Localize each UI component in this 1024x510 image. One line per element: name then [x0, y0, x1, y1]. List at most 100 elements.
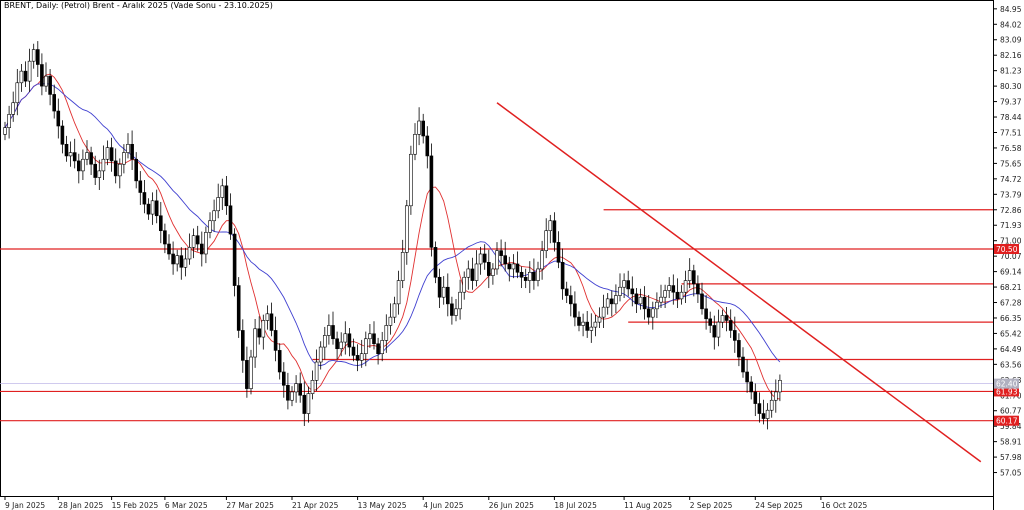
candle-body [417, 120, 421, 135]
candle-body [314, 361, 319, 381]
candle-body [741, 356, 745, 373]
candle-body [40, 64, 44, 87]
candle-body [482, 253, 487, 263]
candle-body [622, 280, 626, 288]
candle-body [220, 185, 225, 198]
candle-body [614, 295, 618, 305]
x-tick-label: 2 Sep 2025 [690, 501, 733, 510]
candle-body [339, 341, 344, 350]
y-tick-label: 71.93 [1000, 221, 1022, 230]
candle-body [478, 253, 483, 265]
candle-body [704, 308, 708, 320]
candle-body [544, 230, 549, 251]
candle-body [687, 270, 692, 281]
candle-body [273, 330, 278, 351]
candle-body [761, 413, 766, 419]
y-tick-label: 65.42 [1000, 329, 1022, 338]
candle-body [556, 242, 561, 263]
y-tick-label: 80.30 [1000, 82, 1022, 91]
candle-body [712, 325, 717, 338]
candle-body [134, 158, 138, 182]
y-tick-label: 79.37 [1000, 98, 1022, 107]
candle-body [97, 170, 102, 178]
candle-body [655, 301, 659, 310]
price-tag-label: 60.17 [996, 417, 1018, 426]
price-tag-label: 62.40 [996, 380, 1018, 389]
candle-body [450, 303, 454, 316]
candle-body [228, 205, 233, 235]
candle-body [150, 200, 155, 215]
candle-body [187, 247, 192, 260]
candle-body [437, 276, 442, 298]
candle-body [560, 261, 565, 290]
candle-body [737, 340, 741, 358]
y-tick-label: 77.51 [1000, 128, 1022, 137]
candle-body [122, 152, 126, 165]
candle-body [720, 315, 725, 323]
y-tick-label: 59.84 [1000, 422, 1022, 431]
candle-body [72, 152, 77, 162]
candle-body [23, 70, 28, 82]
candle-body [204, 232, 208, 255]
candle-body [195, 235, 200, 245]
candle-body [89, 152, 93, 165]
candle-body [396, 280, 401, 305]
candle-body [597, 316, 602, 323]
candle-body [236, 285, 241, 331]
candle-body [363, 338, 368, 355]
x-tick-label: 21 Apr 2025 [292, 501, 339, 510]
candle-body [159, 215, 163, 232]
candle-body [536, 268, 540, 281]
candle-body [404, 205, 409, 253]
candle-body [384, 325, 389, 341]
candle-body [179, 255, 184, 268]
candle-body [413, 134, 417, 155]
candle-body [56, 110, 61, 127]
trend-line [496, 102, 982, 463]
candle-body [601, 306, 606, 318]
candle-body [523, 276, 528, 281]
candle-body [466, 268, 471, 278]
candle-body [499, 250, 503, 256]
candle-body [671, 285, 676, 293]
candle-body [331, 325, 335, 340]
candle-body [3, 127, 7, 135]
candle-body [626, 280, 631, 290]
candle-body [77, 160, 81, 172]
candle-body [142, 192, 147, 205]
candle-body [495, 250, 499, 270]
candle-body [573, 303, 577, 318]
price-tag [994, 378, 1019, 389]
candle-body [388, 316, 393, 326]
y-tick-label: 58.91 [1000, 438, 1022, 447]
candle-body [577, 316, 581, 326]
candle-body [757, 403, 762, 414]
candle-body [130, 143, 134, 160]
y-tick-label: 64.49 [1000, 345, 1022, 354]
candle-body [118, 163, 122, 177]
candle-body [48, 75, 52, 95]
candle-body [216, 197, 220, 212]
candle-body [589, 326, 594, 331]
candle-body [409, 153, 413, 207]
candle-body [81, 158, 85, 172]
y-tick-label: 72.86 [1000, 206, 1022, 215]
candle-body [753, 391, 758, 404]
candle-body [318, 346, 323, 363]
candle-body [175, 255, 179, 265]
candle-body [31, 49, 36, 62]
candle-body [261, 320, 266, 338]
y-tick-label: 63.56 [1000, 360, 1022, 369]
price-tag [994, 415, 1019, 426]
candle-body [27, 60, 32, 82]
candle-body [105, 147, 110, 160]
price-tag-label: 70.50 [996, 245, 1018, 254]
candle-body [245, 360, 249, 389]
y-tick-label: 81.23 [1000, 67, 1022, 76]
y-tick-label: 74.72 [1000, 175, 1022, 184]
candle-body [212, 210, 216, 222]
candle-body [335, 338, 339, 350]
candle-body [343, 333, 348, 343]
